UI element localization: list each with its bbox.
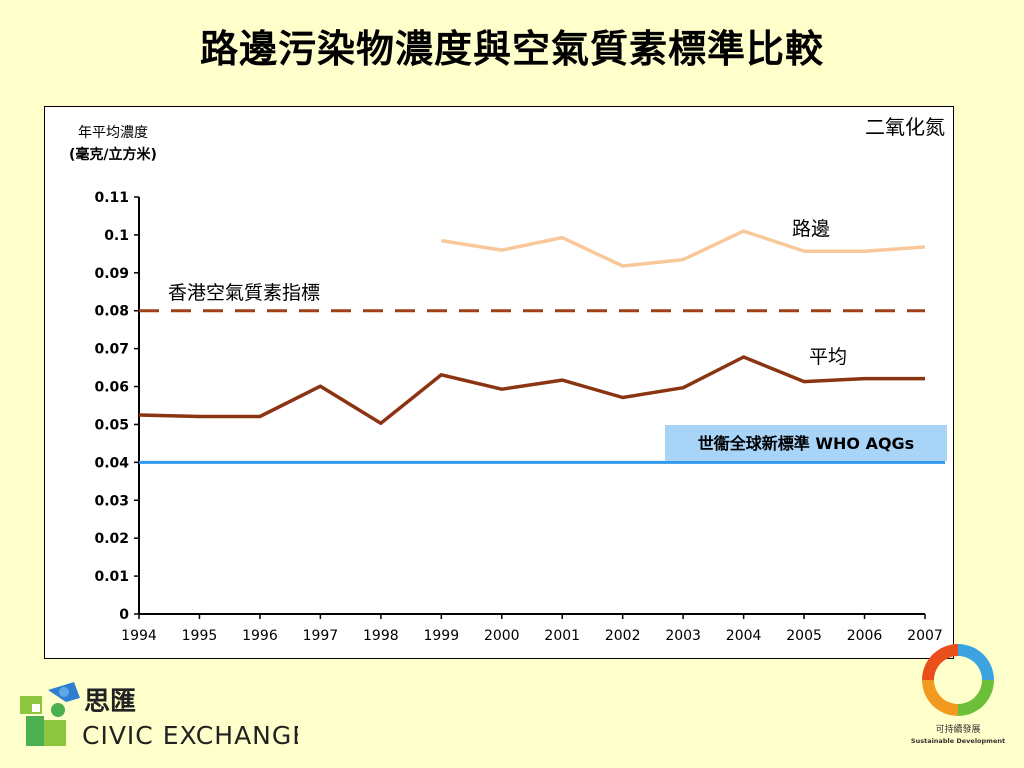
x-tick-label: 1997 <box>303 628 339 644</box>
average-series-line <box>138 355 925 426</box>
series-label-roadside: 路邊 <box>792 218 830 240</box>
y-tick-label: 0.06 <box>94 380 129 396</box>
x-tick-label: 1999 <box>423 628 459 644</box>
x-tick-label: 2006 <box>847 628 883 644</box>
who-label-box <box>665 425 947 461</box>
y-tick-label: 0 <box>119 607 129 623</box>
roadside-series-line <box>441 229 926 268</box>
x-tick-label: 2004 <box>726 628 762 644</box>
y-tick-label: 0.07 <box>94 342 129 358</box>
civic-logo-english: CIVIC EXCHANGE <box>82 721 298 750</box>
y-axis-label-line2: (毫克/立方米) <box>69 146 157 163</box>
x-tick-label: 2007 <box>907 628 943 644</box>
series-lines <box>138 229 926 426</box>
reference-label-hk-aqo: 香港空氣質素指標 <box>168 282 320 304</box>
sd-logo-chinese: 可持續發展 <box>935 723 980 735</box>
reference-label-who-aqg: 世衞全球新標準 WHO AQGs <box>698 434 914 453</box>
y-tick-label: 0.1 <box>104 228 129 244</box>
x-tick-label: 2005 <box>786 628 822 644</box>
x-tick-label: 1994 <box>121 628 157 644</box>
y-axis-label-line1: 年平均濃度 <box>78 125 148 141</box>
sd-logo-english: Sustainable Development <box>911 737 1005 745</box>
sustainable-development-logo: 可持續發展 Sustainable Development <box>911 644 1005 745</box>
y-tick-label: 0.01 <box>94 569 129 585</box>
y-tick-label: 0.08 <box>94 304 129 320</box>
x-tick-label: 1998 <box>363 628 399 644</box>
y-tick-label: 0.09 <box>94 266 129 282</box>
chart-frame: 0 0.01 0.02 0.03 0.04 0.05 0.06 0.07 0.08 0.09 0.1… <box>44 106 954 659</box>
x-tick-label: 2003 <box>665 628 701 644</box>
civic-logo-chinese: 思匯 <box>84 687 136 717</box>
pollutant-label: 二氧化氮 <box>865 115 945 139</box>
civic-exchange-logo: 思匯 CIVIC EXCHANGE <box>20 682 298 750</box>
puzzle-logo-icon <box>20 682 80 746</box>
series-label-average: 平均 <box>809 346 847 368</box>
reference-lines <box>139 309 945 464</box>
chart-svg: 0 0.01 0.02 0.03 0.04 0.05 0.06 0.07 0.08 0.09 0.1… <box>69 115 947 644</box>
x-tick-label: 1996 <box>242 628 278 644</box>
x-tick-label: 2000 <box>484 628 520 644</box>
x-tick-label: 1995 <box>182 628 218 644</box>
x-tick-label: 2001 <box>544 628 580 644</box>
y-tick-label: 0.03 <box>94 493 129 509</box>
axes: 0 0.01 0.02 0.03 0.04 0.05 0.06 0.07 0.08 0.09 0.1… <box>94 190 942 644</box>
x-tick-label: 2002 <box>605 628 641 644</box>
recycle-arrows-icon <box>922 644 994 716</box>
y-tick-label: 0.02 <box>94 531 129 547</box>
y-tick-label: 0.04 <box>94 455 129 471</box>
y-tick-label: 0.11 <box>94 190 129 206</box>
y-tick-label: 0.05 <box>94 417 129 433</box>
slide-title: 路邊污染物濃度與空氣質素標準比較 <box>199 27 824 71</box>
